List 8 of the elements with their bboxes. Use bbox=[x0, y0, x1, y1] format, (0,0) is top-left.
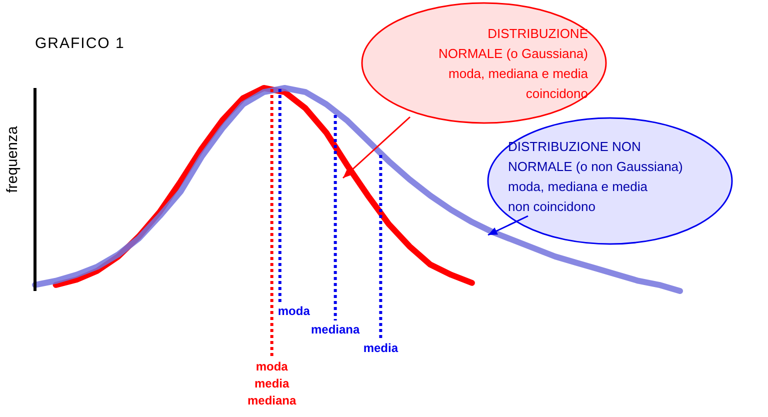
text: mediana bbox=[310, 322, 360, 336]
annotation: DISTRIBUZIONE NORMALE (o Gaussiana) moda, mediana e media coincidono bbox=[438, 26, 589, 101]
text: media bbox=[363, 341, 398, 355]
text: moda media mediana bbox=[247, 360, 297, 408]
chart-title: GRAFICO 1 bbox=[35, 35, 125, 52]
annotation: DISTRIBUZIONE NON NORMALE (o non Gaussiana) moda, mediana e media non coincidono bbox=[508, 139, 683, 214]
text: moda bbox=[278, 304, 310, 318]
y-axis-title: frequenza bbox=[4, 125, 21, 193]
